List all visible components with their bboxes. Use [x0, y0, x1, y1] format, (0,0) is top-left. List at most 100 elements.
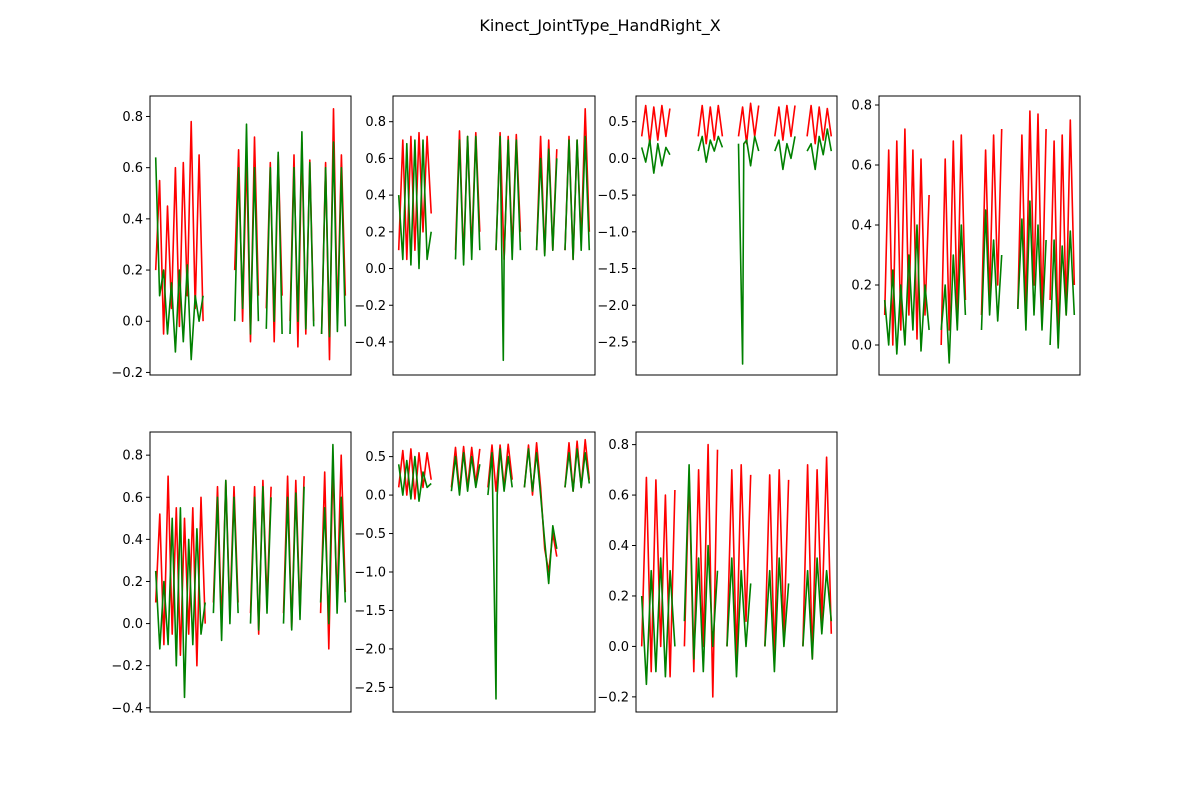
- series-green-segment-3: [726, 557, 752, 678]
- series-green-segment-1: [154, 506, 206, 699]
- series-red-segment-2: [940, 134, 967, 346]
- y-tick-label: 0.6: [122, 161, 143, 176]
- series-green-segment-2: [683, 463, 719, 673]
- series-green-segment-2: [233, 123, 260, 335]
- y-tick-label: −0.4: [354, 335, 386, 350]
- plot-area: [883, 110, 1076, 364]
- series-green-segment-1: [883, 224, 930, 355]
- y-tick-label: −2.0: [354, 642, 386, 657]
- y-tick-label: 0.5: [608, 115, 629, 130]
- series-green-segment-4: [535, 148, 558, 257]
- series-green-segment-2: [940, 224, 967, 364]
- series-green-segment-5: [564, 448, 591, 493]
- subplot-6: −2.5 −2.0 −1.5 −1.0 −0.5 0.0 0.5: [354, 431, 596, 713]
- axes-frame: [392, 95, 596, 376]
- series-red-segment-1: [397, 131, 432, 261]
- series-green-segment-5: [320, 141, 347, 338]
- series-green-segment-1: [640, 139, 671, 174]
- y-tick-label: 0.8: [122, 110, 143, 125]
- series-red-segment-3: [980, 128, 1003, 316]
- axes-frame: [635, 431, 838, 713]
- series-red-segment-1: [397, 448, 432, 500]
- y-tick-label: −0.2: [111, 366, 143, 381]
- series-red-segment-5: [564, 438, 591, 493]
- y-tick-label: 0.0: [122, 617, 143, 632]
- series-green-segment-4: [289, 131, 315, 335]
- y-tick-label: 0.2: [365, 225, 386, 240]
- y-tick-label: 0.4: [122, 533, 143, 548]
- series-green-segment-3: [980, 209, 1003, 331]
- y-tick-label: −1.0: [354, 566, 386, 581]
- y-tick-label: 0.6: [122, 491, 143, 506]
- series-red-segment-5: [320, 108, 347, 361]
- series-red-segment-4: [1017, 110, 1047, 316]
- axes-frame: [635, 95, 838, 376]
- series-red-segment-3: [495, 131, 522, 261]
- series-red-segment-4: [774, 104, 796, 141]
- series-green-segment-1: [640, 557, 676, 686]
- y-tick-label: 0.5: [365, 450, 386, 465]
- series-green-segment-3: [737, 135, 760, 365]
- series-green-segment-4: [1017, 200, 1047, 331]
- series-red-segment-1: [883, 128, 930, 346]
- y-tick-label: 0.0: [122, 315, 143, 330]
- y-tick-label: −0.2: [111, 659, 143, 674]
- subplot-1: −0.2 0.0 0.2 0.4 0.6 0.8: [111, 95, 352, 381]
- y-tick-label: −0.2: [354, 299, 386, 314]
- series-green-segment-2: [454, 135, 481, 266]
- series-red-segment-3: [737, 102, 760, 145]
- figure-title: Kinect_JointType_HandRight_X: [479, 16, 720, 36]
- plot-area: [397, 438, 591, 700]
- y-tick-label: 0.2: [122, 575, 143, 590]
- y-tick-label: 0.2: [851, 279, 872, 294]
- series-red-segment-5: [1049, 119, 1076, 346]
- subplot-5: −0.4 −0.2 0.0 0.2 0.4 0.6 0.8: [111, 431, 352, 716]
- series-green-segment-3: [487, 448, 513, 700]
- y-tick-label: 0.2: [122, 264, 143, 279]
- series-red-segment-5: [802, 456, 833, 660]
- series-green-segment-4: [774, 136, 796, 171]
- series-red-segment-1: [640, 104, 671, 145]
- series-green-segment-1: [397, 139, 432, 270]
- series-green-segment-5: [319, 443, 347, 625]
- y-tick-label: 0.0: [365, 262, 386, 277]
- plot-area: [397, 108, 591, 362]
- series-green-segment-1: [397, 455, 432, 503]
- series-green-segment-3: [265, 151, 283, 335]
- series-green-segment-5: [802, 557, 833, 660]
- series-red-segment-1: [154, 475, 206, 667]
- plot-area: [640, 102, 833, 365]
- y-tick-label: 0.8: [608, 438, 629, 453]
- series-red-segment-5: [319, 454, 347, 650]
- series-red-segment-5: [806, 104, 833, 145]
- y-tick-label: −0.4: [111, 701, 143, 716]
- y-tick-label: 0.8: [365, 115, 386, 130]
- subplot-2: −0.4 −0.2 0.0 0.2 0.4 0.6 0.8: [354, 95, 596, 376]
- y-tick-label: 0.6: [851, 159, 872, 174]
- y-tick-label: 0.2: [608, 589, 629, 604]
- series-green-segment-2: [697, 135, 724, 163]
- subplots-container: −0.2 0.0 0.2 0.4 0.6 0.8 −0.4 −0.2 0.0 0.2 0.4 0.6 0…: [111, 95, 1081, 716]
- y-tick-label: 0.8: [122, 449, 143, 464]
- y-tick-label: 0.0: [851, 339, 872, 354]
- y-tick-label: 0.4: [608, 539, 629, 554]
- series-green-segment-3: [495, 135, 522, 362]
- y-tick-label: 0.4: [122, 212, 143, 227]
- y-tick-label: −0.5: [597, 189, 629, 204]
- series-green-segment-4: [764, 557, 790, 673]
- y-tick-label: 0.6: [608, 489, 629, 504]
- plot-area: [154, 108, 347, 361]
- y-tick-label: −1.5: [597, 262, 629, 277]
- y-tick-label: −2.0: [597, 299, 629, 314]
- axes-frame: [878, 95, 1081, 376]
- series-green-segment-4: [523, 448, 558, 585]
- series-red-segment-5: [564, 108, 591, 261]
- series-red-segment-4: [764, 468, 790, 660]
- axes-frame: [149, 431, 352, 713]
- series-green-segment-1: [154, 157, 204, 361]
- y-tick-label: 0.4: [365, 189, 386, 204]
- series-green-segment-5: [564, 135, 591, 261]
- axes-frame: [149, 95, 352, 376]
- series-red-segment-1: [640, 476, 676, 678]
